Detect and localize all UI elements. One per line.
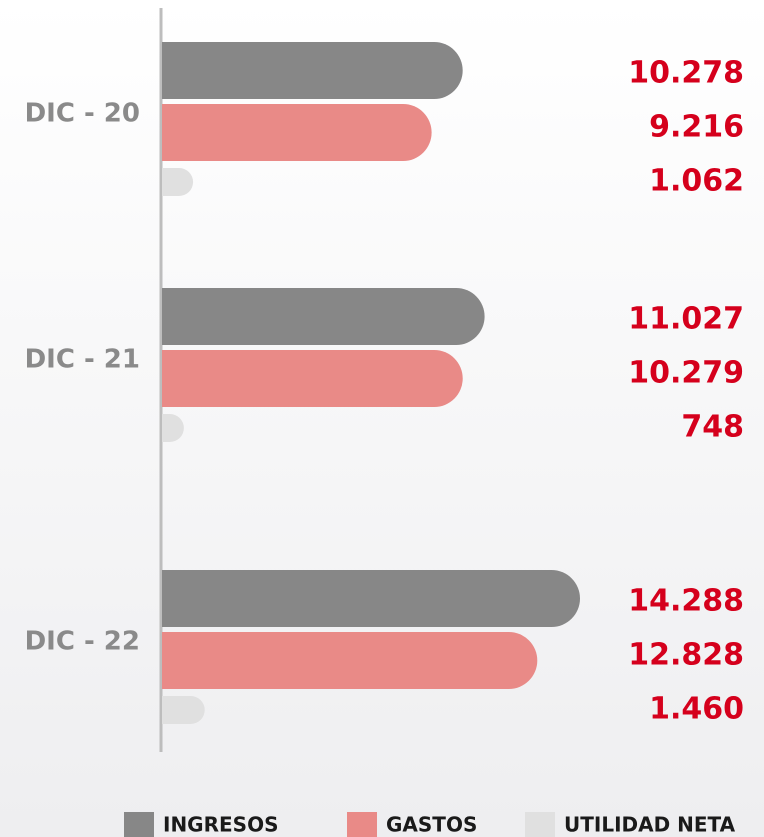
value-label: 748 xyxy=(681,410,744,445)
bar xyxy=(162,42,463,99)
bar xyxy=(162,414,184,442)
bar xyxy=(162,570,580,627)
bar xyxy=(162,168,194,196)
bar xyxy=(162,288,485,345)
legend-label: UTILIDAD NETA xyxy=(564,813,736,837)
legend-label: GASTOS xyxy=(386,813,477,837)
value-label: 14.288 xyxy=(628,584,744,619)
value-label: 1.460 xyxy=(649,692,744,727)
legend-label: INGRESOS xyxy=(163,813,278,837)
bar xyxy=(162,696,205,724)
bar xyxy=(162,350,463,407)
category-label: DIC - 21 xyxy=(25,345,140,375)
legend-swatch xyxy=(347,812,377,837)
legend-swatch xyxy=(124,812,154,837)
value-label: 12.828 xyxy=(628,638,744,673)
value-label: 9.216 xyxy=(649,110,744,145)
value-label: 10.278 xyxy=(628,56,744,91)
legend-swatch xyxy=(525,812,555,837)
value-label: 10.279 xyxy=(628,356,744,391)
category-label: DIC - 20 xyxy=(25,99,140,129)
value-label: 11.027 xyxy=(628,302,744,337)
category-label: DIC - 22 xyxy=(25,627,140,657)
value-label: 1.062 xyxy=(649,164,744,199)
bar xyxy=(162,104,432,161)
bar xyxy=(162,632,538,689)
